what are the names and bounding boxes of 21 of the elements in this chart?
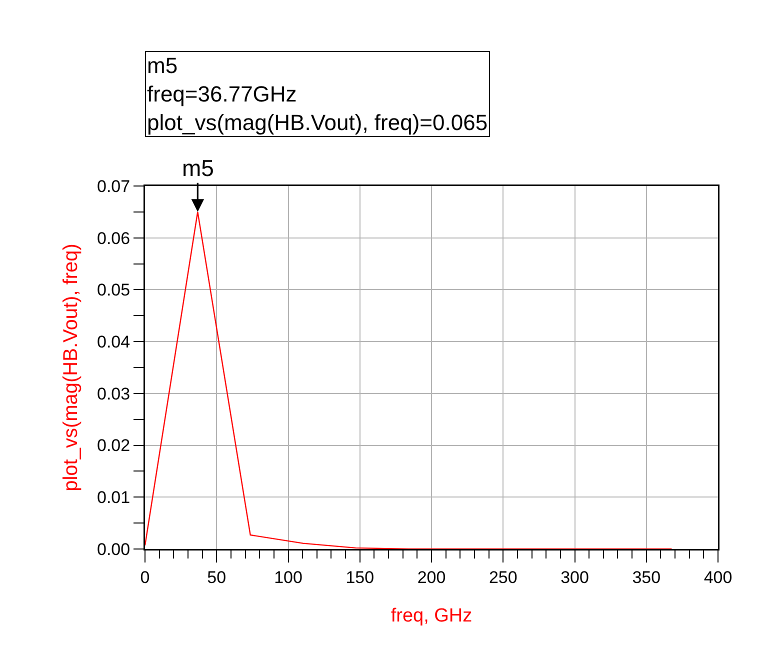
x-tick-label: 150	[346, 568, 374, 587]
annotation: m5	[182, 155, 214, 181]
y-axis-title: plot_vs(mag(HB.Vout), freq)	[60, 244, 82, 492]
x-tick-label: 50	[207, 568, 226, 587]
text: m5 freq=36.77GHz plot_vs(mag(HB.Vout), freq)=0.065	[147, 53, 488, 136]
x-tick-label: 300	[560, 568, 589, 587]
y-tick-label: 0.01	[97, 488, 130, 508]
y-tick-label: 0.00	[97, 540, 130, 559]
x-tick-label: 350	[632, 568, 661, 587]
x-tick-label: 100	[274, 568, 302, 587]
y-tick-label: 0.06	[97, 228, 130, 248]
y-tick-label: 0.04	[97, 332, 130, 352]
x-tick-label: 250	[488, 568, 518, 587]
x-axis-title: freq, GHz	[390, 605, 472, 626]
x-tick-label: 400	[704, 568, 732, 587]
y-tick-label: 0.05	[97, 280, 130, 300]
y-tick-label: 0.03	[97, 384, 130, 404]
y-tick-label: 0.02	[97, 436, 130, 456]
x-tick-label: 0	[140, 568, 150, 587]
y-tick-label: 0.07	[97, 176, 130, 196]
x-tick-label: 200	[417, 568, 446, 587]
